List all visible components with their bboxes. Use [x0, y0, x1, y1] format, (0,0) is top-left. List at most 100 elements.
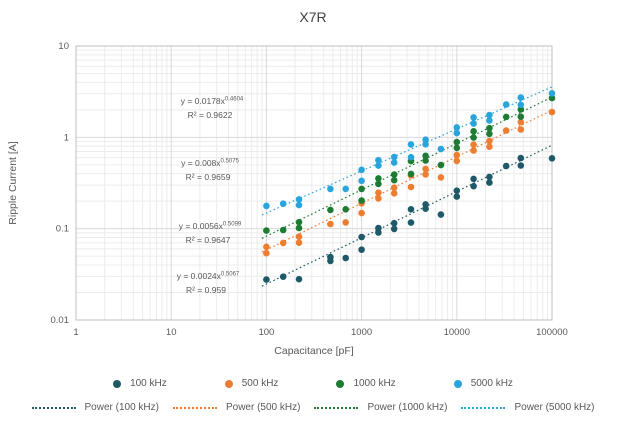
point-500kHz: [263, 243, 270, 251]
point-5000kHz: [453, 124, 461, 131]
point-500kHz: [407, 183, 415, 191]
legend-dotted-line-icon: [31, 406, 76, 409]
point-100kHz: [295, 275, 303, 283]
legend-trendlines: Power (100 kHz) Power (500 kHz) Power (100…: [0, 402, 626, 413]
y-axis-title: Ripple Current [A]: [7, 141, 19, 225]
point-5000kHz: [407, 141, 415, 148]
trendline-500kHz: [261, 109, 553, 253]
point-100kHz: [390, 225, 398, 233]
point-100kHz: [437, 211, 445, 218]
point-100kHz: [407, 219, 415, 226]
point-100kHz: [453, 193, 461, 200]
point-5000kHz: [358, 166, 365, 174]
y-tick-label: 0.1: [56, 224, 69, 235]
point-5000kHz: [517, 101, 525, 109]
point-5000kHz: [453, 129, 461, 137]
point-5000kHz: [422, 136, 429, 143]
trend-equation: y = 0.0178x0.4604: [181, 96, 244, 106]
legend-label: 100 kHz: [130, 378, 167, 389]
point-500kHz: [295, 239, 303, 246]
point-1000kHz: [517, 106, 525, 113]
point-5000kHz: [548, 90, 556, 97]
point-5000kHz: [390, 159, 398, 166]
x-tick-label: 100: [258, 327, 274, 338]
legend-label: Power (500 kHz): [225, 402, 301, 413]
point-5000kHz: [486, 117, 493, 124]
point-500kHz: [375, 195, 382, 202]
x-tick-label: 100000: [536, 327, 568, 338]
point-500kHz: [517, 118, 525, 126]
point-100kHz: [358, 233, 365, 241]
point-500kHz: [390, 184, 398, 191]
point-5000kHz: [470, 120, 477, 127]
point-100kHz: [358, 246, 365, 253]
x-tick-label: 1000: [351, 327, 372, 338]
point-5000kHz: [327, 185, 334, 193]
point-5000kHz: [422, 141, 429, 148]
point-1000kHz: [502, 113, 510, 121]
point-1000kHz: [453, 144, 461, 152]
point-100kHz: [517, 154, 525, 162]
point-1000kHz: [517, 113, 525, 120]
legend-item-100kHz: 100 kHz: [113, 378, 167, 389]
point-100kHz: [502, 162, 510, 170]
point-1000kHz: [358, 197, 365, 204]
legend-item-Power5000kHz: Power (5000 kHz): [461, 402, 595, 413]
legend-label: 5000 kHz: [470, 378, 513, 389]
legend-item-1000kHz: 1000 kHz: [336, 378, 396, 389]
legend-label: Power (100 kHz): [84, 402, 159, 413]
trend-equation: y = 0.0024x0.5067: [177, 271, 240, 281]
point-1000kHz: [548, 94, 556, 102]
trendline-1000kHz: [261, 96, 553, 239]
trend-r-squared: R² = 0.9622: [188, 110, 233, 120]
legend-dot-icon: [224, 379, 233, 388]
point-5000kHz: [295, 196, 303, 203]
point-5000kHz: [263, 202, 270, 210]
legend-label: 1000 kHz: [353, 378, 396, 389]
point-5000kHz: [342, 185, 350, 193]
chart-title: X7R: [299, 9, 326, 25]
point-5000kHz: [517, 94, 525, 101]
point-100kHz: [422, 201, 429, 208]
x-tick-label: 1: [73, 327, 78, 338]
plot-frame: [75, 45, 553, 321]
point-500kHz: [263, 249, 270, 257]
legend-item-Power100kHz: Power (100 kHz): [31, 402, 159, 413]
point-1000kHz: [358, 185, 365, 193]
point-5000kHz: [437, 145, 445, 153]
point-100kHz: [327, 257, 334, 265]
point-500kHz: [358, 209, 365, 217]
legend-item-Power1000kHz: Power (1000 kHz): [314, 402, 447, 413]
point-5000kHz: [375, 162, 382, 169]
point-500kHz: [342, 219, 350, 226]
point-1000kHz: [486, 130, 493, 138]
point-500kHz: [375, 189, 382, 196]
legend-label: 500 kHz: [241, 378, 279, 389]
point-1000kHz: [295, 224, 303, 232]
point-100kHz: [486, 173, 493, 181]
point-5000kHz: [279, 200, 287, 207]
legend-dot-icon: [336, 379, 345, 388]
point-1000kHz: [453, 138, 461, 146]
point-500kHz: [437, 174, 445, 181]
trend-r-squared: R² = 0.9647: [186, 235, 231, 245]
trend-r-squared: R² = 0.9659: [186, 172, 231, 182]
axis-ticks: 1 10 100 1000 10000 100000 0.01 0.1 1 10: [51, 41, 568, 338]
point-100kHz: [342, 254, 350, 262]
x-tick-label: 10000: [444, 327, 470, 338]
plot-area: X7R y = 0.0178x0.4604 R² = 0.9622 y = 0.00…: [7, 9, 568, 357]
legend-item-500kHz: 500 kHz: [224, 378, 279, 389]
legend-dotted-line-icon: [461, 406, 506, 409]
gridlines: [75, 45, 553, 321]
point-500kHz: [390, 190, 398, 197]
y-tick-label: 10: [58, 41, 69, 52]
point-100kHz: [548, 155, 556, 162]
legend-item-Power500kHz: Power (500 kHz): [172, 402, 301, 413]
point-100kHz: [263, 276, 270, 283]
point-500kHz: [502, 127, 510, 134]
point-500kHz: [517, 126, 525, 133]
point-5000kHz: [486, 111, 493, 119]
point-1000kHz: [437, 161, 445, 169]
point-1000kHz: [390, 171, 398, 178]
